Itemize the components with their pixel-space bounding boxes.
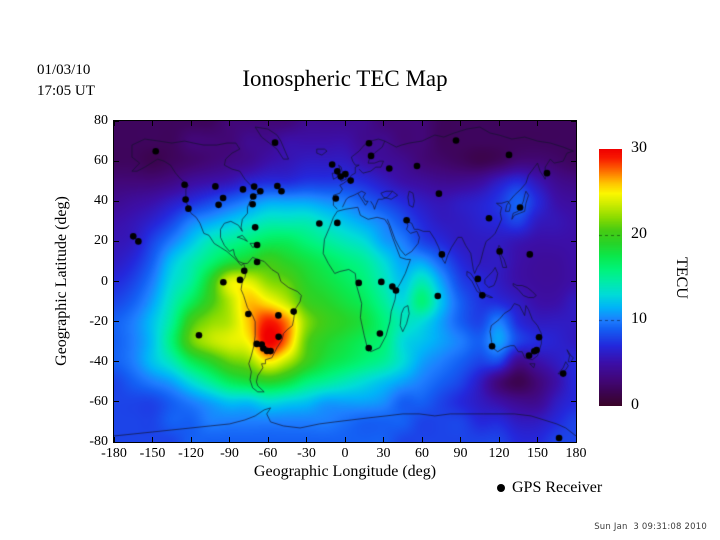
y-tick-label: 0 (101, 273, 108, 289)
colorbar-tick-label: 30 (631, 139, 647, 156)
axis-tick-mark (152, 121, 153, 126)
axis-tick-mark (571, 160, 576, 162)
axis-tick-mark (571, 120, 576, 122)
axis-tick-mark (229, 437, 230, 442)
colorbar (599, 149, 622, 406)
y-tick-label: -80 (89, 434, 108, 449)
axis-tick-mark (114, 160, 119, 162)
axis-tick-mark (571, 240, 576, 242)
x-tick-label: 120 (488, 446, 510, 461)
x-tick-label: -180 (101, 446, 127, 461)
axis-tick-mark (575, 121, 577, 126)
axis-tick-mark (498, 437, 500, 442)
axis-tick-mark (114, 120, 119, 122)
axis-tick-mark (114, 361, 119, 363)
axis-tick-mark (537, 121, 538, 126)
y-tick-label: -60 (89, 393, 108, 409)
axis-tick-mark (306, 121, 307, 126)
x-tick-label: -150 (139, 446, 166, 461)
colorbar-unit-label: TECU (673, 257, 690, 299)
axis-tick-mark (114, 281, 119, 282)
creation-timestamp: Sun Jan 3 09:31:08 2010 (594, 522, 707, 532)
axis-tick-mark (383, 437, 384, 442)
axis-tick-mark (498, 121, 500, 126)
x-axis-label: Geographic Longitude (deg) (253, 463, 437, 480)
axis-tick-mark (383, 121, 384, 126)
axis-tick-mark (537, 437, 538, 442)
axis-tick-mark (571, 401, 576, 403)
colorbar-tick-label: 10 (631, 310, 647, 328)
axis-tick-mark (460, 437, 461, 442)
x-tick-label: 90 (453, 446, 468, 461)
tec-heatmap-canvas (114, 121, 576, 442)
axis-tick-mark (421, 437, 423, 442)
axis-tick-mark (114, 240, 119, 242)
axis-tick-mark (229, 121, 230, 126)
axis-tick-mark (190, 437, 192, 442)
y-tick-label: 80 (94, 113, 108, 128)
axis-tick-mark (344, 437, 346, 442)
axis-tick-mark (113, 121, 115, 126)
axis-tick-mark (306, 437, 307, 442)
axis-tick-mark (267, 121, 269, 126)
x-tick-label: 60 (415, 446, 429, 461)
axis-tick-mark (571, 200, 576, 202)
colorbar-canvas (599, 149, 622, 406)
x-tick-label: 30 (376, 446, 391, 461)
axis-tick-mark (113, 437, 115, 442)
x-tick-label: 180 (565, 446, 587, 461)
colorbar-tick-label: 20 (631, 224, 647, 242)
axis-tick-mark (114, 321, 119, 323)
axis-tick-mark (267, 437, 269, 442)
axis-tick-mark (114, 401, 119, 403)
x-tick-label: -60 (258, 446, 278, 461)
x-tick-label: -90 (220, 446, 239, 461)
x-tick-label: -120 (178, 446, 204, 461)
gps-receiver-dot-icon (497, 484, 505, 492)
axis-tick-mark (571, 281, 576, 282)
axis-tick-mark (421, 121, 423, 126)
axis-tick-mark (152, 437, 153, 442)
axis-tick-mark (114, 441, 119, 443)
page-title: Ionospheric TEC Map (242, 66, 448, 91)
axis-tick-mark (460, 121, 461, 126)
y-tick-label: -20 (89, 313, 108, 329)
axis-tick-mark (571, 361, 576, 363)
axis-tick-mark (190, 121, 192, 126)
gps-legend: GPS Receiver (497, 479, 602, 497)
colorbar-tick-label: 0 (631, 396, 639, 413)
y-tick-label: -40 (89, 353, 108, 369)
axis-tick-mark (114, 200, 119, 202)
observation-date: 01/03/10 (37, 62, 91, 78)
observation-time: 17:05 UT (37, 83, 95, 99)
y-tick-label: 60 (94, 153, 108, 169)
x-tick-label: -30 (297, 446, 316, 461)
y-tick-label: 40 (94, 193, 108, 209)
axis-tick-mark (571, 321, 576, 323)
tec-map-plot (113, 120, 577, 443)
gps-legend-label: GPS Receiver (512, 479, 603, 496)
axis-tick-mark (575, 437, 577, 442)
axis-tick-mark (344, 121, 346, 126)
x-tick-label: 0 (341, 446, 349, 461)
x-tick-label: 150 (527, 446, 548, 461)
axis-tick-mark (571, 441, 576, 443)
y-tick-label: 20 (94, 233, 108, 249)
